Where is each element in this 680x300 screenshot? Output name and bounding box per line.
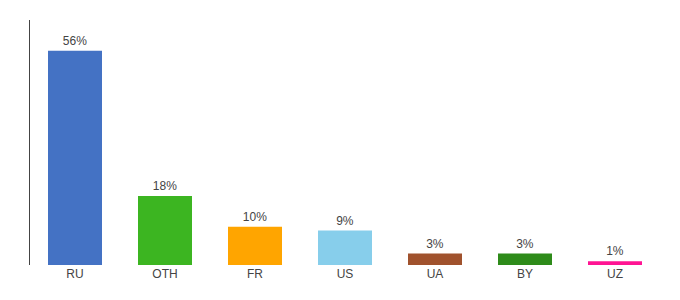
svg-text:UA: UA xyxy=(427,267,444,281)
svg-text:56%: 56% xyxy=(63,34,87,48)
svg-text:18%: 18% xyxy=(153,179,177,193)
svg-text:3%: 3% xyxy=(426,237,444,251)
svg-text:FR: FR xyxy=(247,267,263,281)
svg-text:UZ: UZ xyxy=(607,267,623,281)
svg-text:RU: RU xyxy=(66,267,83,281)
svg-text:OTH: OTH xyxy=(152,267,177,281)
svg-text:US: US xyxy=(337,267,354,281)
svg-text:10%: 10% xyxy=(243,210,267,224)
svg-text:1%: 1% xyxy=(606,244,624,258)
svg-text:9%: 9% xyxy=(336,214,354,228)
svg-text:BY: BY xyxy=(517,267,533,281)
svg-text:3%: 3% xyxy=(516,237,534,251)
